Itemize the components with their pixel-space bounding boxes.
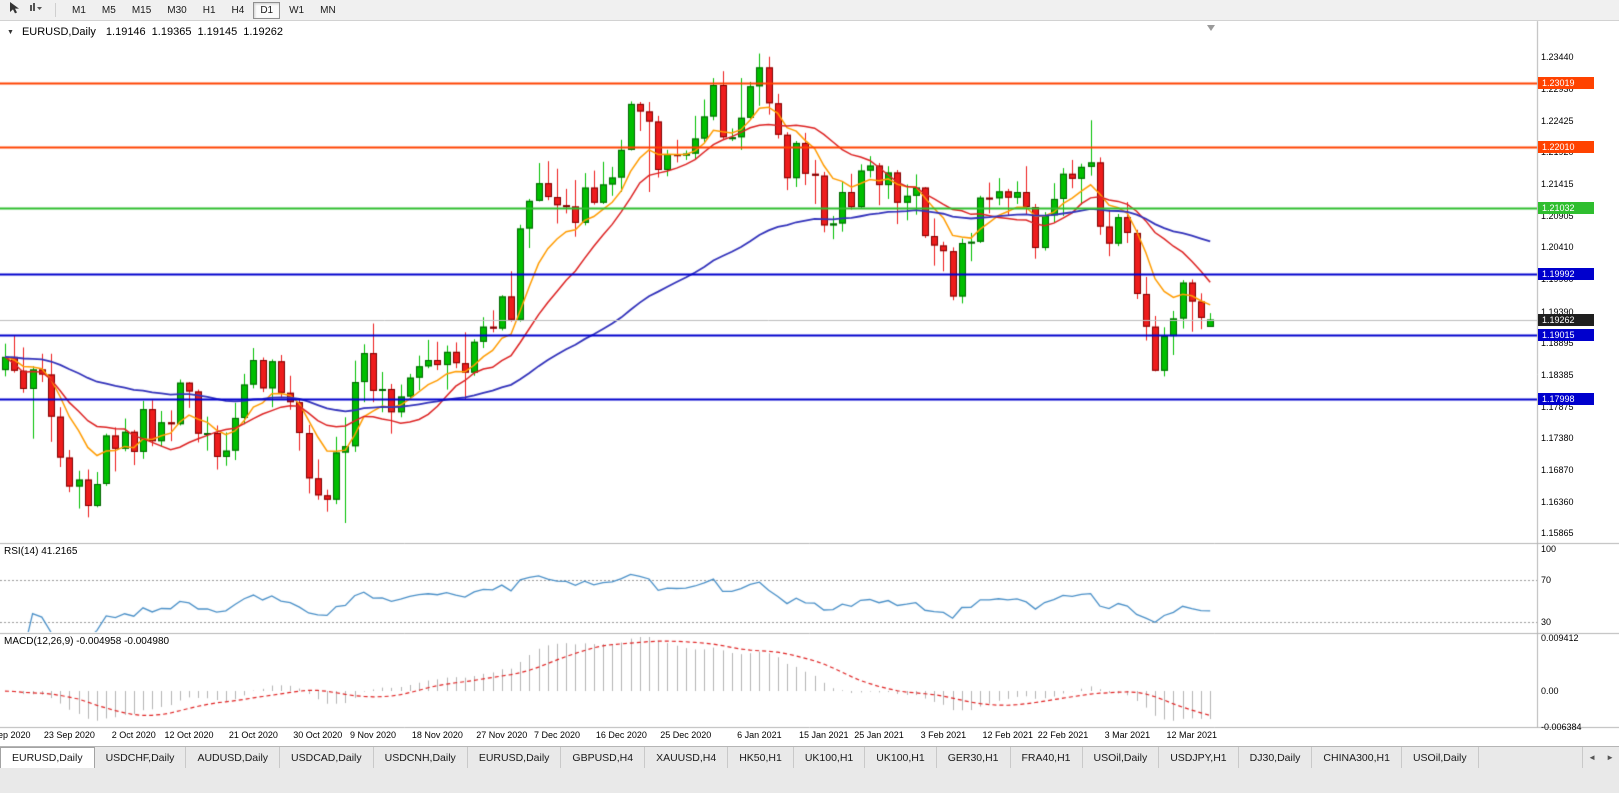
chart-tab[interactable]: UK100,H1 xyxy=(793,747,866,768)
toolbar-separator xyxy=(55,3,56,17)
chart-tab[interactable]: USOil,Daily xyxy=(1401,747,1479,768)
timeframe-button-MN[interactable]: MN xyxy=(320,4,336,16)
chart-tab[interactable]: FRA40,H1 xyxy=(1010,747,1083,768)
timeframe-button-D1[interactable]: D1 xyxy=(253,1,281,19)
chart-tab[interactable]: USOil,Daily xyxy=(1082,747,1160,768)
chart-tab[interactable]: UK100,H1 xyxy=(865,747,937,768)
timeframe-button-H4[interactable]: H4 xyxy=(231,4,245,16)
chart-tab[interactable]: DJ30,Daily xyxy=(1238,747,1313,768)
chart-tab[interactable]: XAUUSD,H4 xyxy=(645,747,729,768)
chart-tab[interactable]: HK50,H1 xyxy=(728,747,794,768)
chart-tab-bar: EURUSD,Daily USDCHF,Daily AUDUSD,Daily USDC… xyxy=(0,746,1619,793)
chart-tab[interactable]: USDCNH,Daily xyxy=(373,747,468,768)
chart-tab[interactable]: USDCAD,Daily xyxy=(280,747,374,768)
chart-objects-dropdown-button[interactable] xyxy=(26,2,46,19)
tab-scroll-controls: ◄ ► xyxy=(1582,747,1619,768)
chart-tab-list: EURUSD,Daily USDCHF,Daily AUDUSD,Daily USDC… xyxy=(0,747,1583,768)
chart-tab[interactable]: EURUSD,Daily xyxy=(467,747,562,768)
chart-tab[interactable]: AUDUSD,Daily xyxy=(186,747,281,768)
cursor-tool-button[interactable] xyxy=(4,2,24,19)
tab-scroll-right-button[interactable]: ► xyxy=(1606,753,1614,762)
timeframe-button-M15[interactable]: M15 xyxy=(131,4,152,16)
cursor-icon xyxy=(8,1,20,19)
chart-objects-icon xyxy=(29,1,43,19)
chart-tab[interactable]: USDJPY,H1 xyxy=(1159,747,1239,768)
timeframe-button-M1[interactable]: M1 xyxy=(72,4,86,16)
timeframe-button-M30[interactable]: M30 xyxy=(167,4,187,16)
chart-tab[interactable]: CHINA300,H1 xyxy=(1312,747,1402,768)
chart-tab[interactable]: GER30,H1 xyxy=(936,747,1011,768)
timeframe-button-W1[interactable]: W1 xyxy=(289,4,305,16)
chart-tab[interactable]: USDCHF,Daily xyxy=(94,747,187,768)
timeframe-button-H1[interactable]: H1 xyxy=(202,4,216,16)
timeframe-button-group: M1 M5 M15 M30 H1 H4 D1 W1 MN xyxy=(64,1,344,19)
timeframe-button-M5[interactable]: M5 xyxy=(101,4,116,16)
tab-scroll-left-button[interactable]: ◄ xyxy=(1588,753,1597,762)
chart-tab[interactable]: GBPUSD,H4 xyxy=(561,747,646,768)
chart-shift-marker[interactable] xyxy=(1207,25,1215,31)
chart-tab[interactable]: EURUSD,Daily xyxy=(0,747,95,768)
top-toolbar: M1 M5 M15 M30 H1 H4 D1 W1 MN xyxy=(0,0,1619,21)
